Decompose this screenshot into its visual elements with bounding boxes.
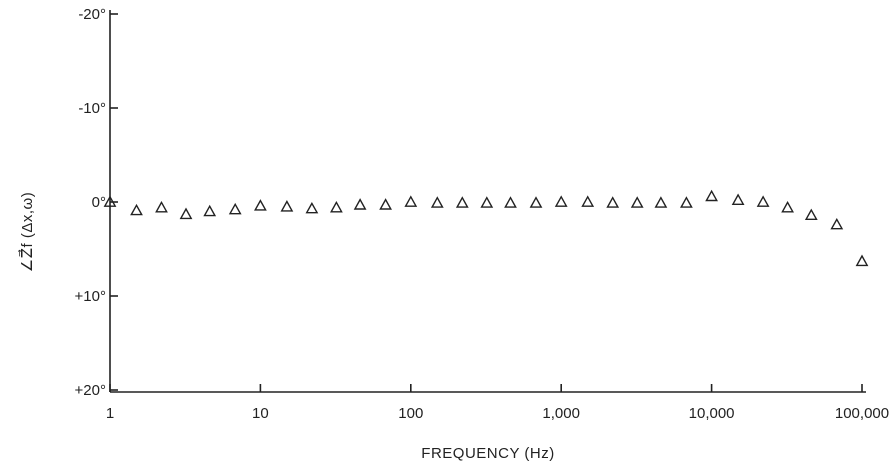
x-tick-label: 100,000 [835,405,889,422]
data-point-marker [179,207,193,220]
data-point-marker [254,199,267,211]
data-point-marker [781,200,794,213]
x-tick-label: 1,000 [542,405,580,422]
data-point-marker [130,203,143,216]
data-point-marker [804,208,818,221]
data-point-marker [404,195,418,207]
y-tick-label: 0° [92,194,106,211]
data-point-marker [103,195,117,207]
data-point-marker [529,196,543,208]
data-point-marker [654,196,668,208]
data-point-marker [280,200,294,212]
x-tick-label: 100 [398,405,423,422]
x-tick-label: 10,000 [689,405,735,422]
data-markers [103,189,869,267]
y-tick-label: +20° [75,382,106,399]
data-point-marker [606,196,620,208]
data-point-marker [554,195,568,207]
data-point-marker [455,196,469,208]
data-point-marker [855,254,869,267]
y-ticks: -20° -10° 0° +10° +20° [75,6,118,399]
data-point-marker [305,201,319,214]
data-point-marker [756,195,770,207]
y-tick-label: +10° [75,288,106,305]
data-point-marker [731,193,745,206]
data-point-marker [353,198,367,210]
data-point-marker [581,195,595,207]
y-tick-label: -10° [78,100,106,117]
y-axis: -20° -10° 0° +10° +20° [75,6,118,399]
y-axis-title: ∠Z⃗f (Δx,ω) [17,192,36,272]
x-axis-title: FREQUENCY (Hz) [421,445,554,462]
x-axis: 1 10 100 1,000 10,000 100,000 [106,384,889,422]
y-tick-label: -20° [78,6,106,23]
data-point-marker [630,196,644,208]
data-point-marker [705,189,718,202]
x-ticks: 1 10 100 1,000 10,000 100,000 [106,384,889,422]
x-tick-label: 10 [252,405,269,422]
x-tick-label: 1 [106,405,114,422]
data-point-marker [228,202,242,215]
data-point-marker [430,196,444,208]
data-point-marker [504,196,517,208]
data-point-marker [680,196,693,208]
data-point-marker [155,200,168,213]
data-point-marker [379,198,392,210]
data-point-marker [203,204,217,217]
data-point-marker [830,217,844,230]
data-point-marker [330,200,343,213]
data-point-marker [480,196,494,208]
